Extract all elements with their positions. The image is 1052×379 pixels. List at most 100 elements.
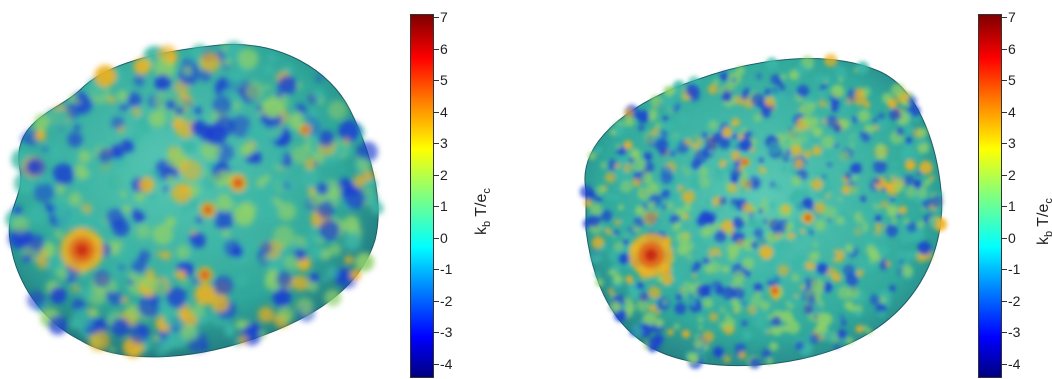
surface-patch xyxy=(190,303,205,318)
surface-patch xyxy=(765,357,774,365)
surface-patch xyxy=(650,95,663,108)
surface-patch xyxy=(875,230,887,242)
surface-patch xyxy=(753,282,763,293)
surface-patch xyxy=(135,223,151,240)
surface-hotspot xyxy=(806,216,810,220)
surface-patch xyxy=(27,290,46,310)
surface-patch xyxy=(67,131,83,148)
surface-patch xyxy=(900,148,913,160)
surface-patch xyxy=(798,128,811,141)
surface-patch xyxy=(814,73,825,84)
surface-patch xyxy=(595,278,604,287)
surface-patch xyxy=(930,195,943,208)
surface-patch xyxy=(292,275,309,292)
surface-patch xyxy=(722,265,728,270)
surface-patch xyxy=(814,219,826,231)
surface-hotspot xyxy=(205,207,211,213)
surface-patch xyxy=(849,233,854,238)
colorbar-tick-label: 6 xyxy=(434,40,448,57)
surface-patch xyxy=(46,203,56,213)
surface-patch xyxy=(733,303,742,313)
surface-patch xyxy=(905,251,914,260)
colorbar-tick-label: 0 xyxy=(434,229,448,246)
surface-patch xyxy=(609,129,616,136)
surface-patch xyxy=(874,214,882,222)
surface-patch xyxy=(602,186,608,191)
surface-patch xyxy=(881,187,887,193)
surface-patch xyxy=(28,234,45,251)
surface-patch xyxy=(656,275,663,283)
surface-patch xyxy=(11,216,30,234)
surface-patch xyxy=(615,143,622,150)
surface-patch xyxy=(615,166,625,176)
surface-patch xyxy=(707,84,718,95)
surface-patch xyxy=(267,176,284,193)
surface-patch xyxy=(816,262,829,275)
surface-patch xyxy=(785,149,792,156)
surface-patch xyxy=(133,74,146,87)
surface-patch xyxy=(805,201,815,211)
surface-patch xyxy=(767,314,773,320)
surface-hotspot xyxy=(743,160,747,164)
colorbar-tick-label: -3 xyxy=(1001,324,1021,341)
surface-patch xyxy=(823,80,828,85)
surface-patch xyxy=(784,90,794,100)
surface-patch xyxy=(702,245,709,252)
surface-patch xyxy=(886,204,899,218)
surface-patch xyxy=(256,104,264,112)
surface-patch xyxy=(119,102,129,112)
surface-patch xyxy=(818,99,827,108)
surface-patch xyxy=(107,311,115,320)
surface-patch xyxy=(612,193,621,202)
surface-patch xyxy=(770,316,782,327)
surface-patch xyxy=(651,297,659,305)
surface-patch xyxy=(821,135,835,149)
surface-patch xyxy=(594,271,600,278)
surface-hotspot xyxy=(773,289,777,293)
surface-patch xyxy=(356,141,378,163)
surface-patch xyxy=(595,196,603,203)
surface-patch xyxy=(930,219,938,228)
surface-patch xyxy=(731,118,740,127)
surface-patch xyxy=(623,163,632,173)
surface-patch xyxy=(154,74,172,92)
surface-patch xyxy=(793,254,807,268)
surface-patch xyxy=(819,86,824,91)
surface-patch xyxy=(660,171,674,185)
surface-patch xyxy=(803,304,814,315)
surface-patch xyxy=(876,143,885,152)
surface-patch xyxy=(661,121,668,128)
surface-patch xyxy=(823,205,837,220)
colorbar-tick-label: 5 xyxy=(434,72,448,89)
surface-patch xyxy=(184,297,193,306)
surface-patch xyxy=(850,162,862,175)
surface-patch xyxy=(807,295,817,305)
surface-patch xyxy=(55,266,70,280)
surface-patch xyxy=(130,132,141,143)
surface-patch xyxy=(759,300,771,311)
surface-hotspot xyxy=(644,248,658,262)
surface-patch xyxy=(120,191,128,198)
surface-patch xyxy=(813,201,826,214)
surface-patch xyxy=(258,329,267,339)
surface-patch xyxy=(746,289,754,296)
surface-patch xyxy=(771,324,783,336)
surface-patch xyxy=(762,197,769,204)
surface-patch xyxy=(328,243,342,256)
surface-patch xyxy=(247,189,267,208)
surface-patch xyxy=(812,145,822,156)
surface-patch xyxy=(818,289,823,294)
surface-patch xyxy=(840,320,847,327)
surface-patch xyxy=(672,225,678,232)
surface-panel-left: 7 6 5 4 3 2 1 0 -1 -2 -3 -4 kb T/ec xyxy=(5,9,493,378)
surface-patch xyxy=(213,275,234,296)
colorbar-tick-label: -4 xyxy=(1001,356,1021,372)
surface-patch xyxy=(665,202,674,211)
surface-patch xyxy=(338,120,361,143)
surface-patch xyxy=(614,219,621,226)
surface-patch xyxy=(906,221,918,233)
surface-patch xyxy=(600,161,608,170)
surface-patch xyxy=(704,264,714,274)
surface-patch xyxy=(759,245,774,260)
surface-patch xyxy=(605,228,612,235)
